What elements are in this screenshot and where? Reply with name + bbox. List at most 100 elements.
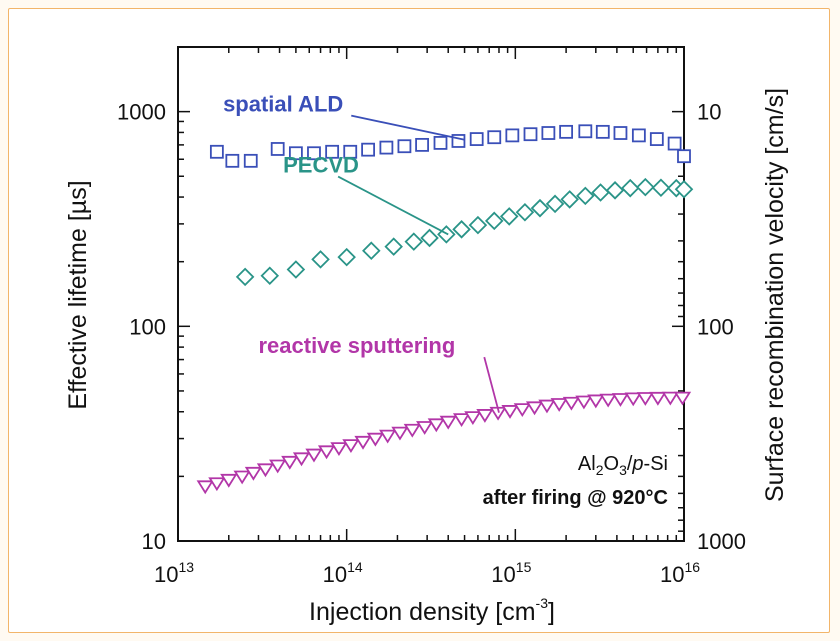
data-point bbox=[260, 266, 280, 286]
y-left-tick-label: 100 bbox=[129, 314, 166, 339]
data-point bbox=[525, 401, 544, 416]
data-point bbox=[673, 391, 692, 406]
data-point bbox=[420, 228, 439, 248]
data-point bbox=[354, 435, 372, 450]
data-point bbox=[243, 153, 258, 168]
data-point bbox=[433, 136, 448, 150]
data-point bbox=[452, 220, 471, 239]
data-point bbox=[620, 178, 640, 198]
data-point bbox=[576, 186, 595, 206]
data-point bbox=[661, 391, 679, 406]
x-tick-label: 1013 bbox=[154, 559, 194, 587]
data-point bbox=[379, 429, 397, 444]
data-point bbox=[342, 439, 360, 453]
data-point bbox=[256, 463, 275, 478]
data-point bbox=[677, 149, 691, 164]
data-point bbox=[305, 448, 323, 463]
data-point bbox=[613, 126, 628, 140]
y-right-tick-label: 100 bbox=[697, 314, 734, 339]
data-point bbox=[560, 190, 579, 209]
y-right-tick-label: 10 bbox=[697, 100, 721, 125]
data-point bbox=[269, 459, 287, 474]
data-point bbox=[286, 260, 306, 279]
data-point bbox=[667, 136, 682, 151]
data-point bbox=[384, 237, 403, 256]
data-point bbox=[225, 153, 240, 168]
data-point bbox=[578, 124, 593, 139]
series-pointer-line bbox=[337, 175, 449, 236]
data-point bbox=[379, 140, 394, 155]
data-point bbox=[591, 183, 610, 202]
x-axis-title: Injection density [cm-3] bbox=[309, 595, 555, 626]
data-point bbox=[513, 403, 531, 417]
series-label: spatial ALD bbox=[223, 92, 343, 117]
data-point bbox=[476, 409, 494, 423]
data-point bbox=[325, 144, 340, 159]
data-point bbox=[541, 126, 556, 140]
data-point bbox=[651, 178, 671, 198]
plot-area bbox=[177, 46, 685, 542]
data-point bbox=[562, 396, 581, 411]
y-left-tick-label: 10 bbox=[142, 529, 166, 554]
data-point bbox=[196, 480, 214, 495]
data-point bbox=[468, 215, 488, 235]
data-point bbox=[587, 394, 605, 409]
data-point bbox=[515, 202, 535, 222]
data-point bbox=[288, 146, 303, 161]
data-point bbox=[233, 470, 251, 485]
data-point bbox=[427, 418, 445, 433]
x-tick-label: 1014 bbox=[323, 559, 363, 587]
y-left-tick-label: 1000 bbox=[117, 100, 166, 125]
data-point bbox=[575, 395, 593, 410]
data-point bbox=[538, 399, 556, 414]
data-point bbox=[545, 194, 565, 214]
data-point bbox=[366, 432, 385, 447]
data-point bbox=[624, 392, 642, 407]
data-point bbox=[452, 413, 471, 428]
data-point bbox=[292, 452, 311, 467]
data-point bbox=[501, 405, 519, 419]
series-label: reactive sputtering bbox=[258, 333, 455, 358]
y-right-tick-label: 1000 bbox=[697, 529, 746, 554]
data-point bbox=[439, 415, 457, 430]
data-point bbox=[337, 247, 356, 267]
data-point bbox=[397, 139, 412, 154]
data-point bbox=[499, 207, 519, 226]
series-pecvd bbox=[235, 177, 694, 287]
x-tick-label: 1015 bbox=[491, 559, 531, 587]
data-point bbox=[559, 124, 574, 139]
data-point bbox=[605, 181, 625, 200]
data-point bbox=[649, 132, 664, 146]
data-point bbox=[595, 124, 610, 139]
data-point bbox=[530, 198, 550, 218]
data-point bbox=[649, 391, 667, 406]
series-reactive-sputtering bbox=[196, 391, 692, 495]
data-point bbox=[209, 144, 224, 159]
axis-ticks bbox=[177, 46, 684, 542]
data-point bbox=[391, 426, 409, 441]
figure-frame bbox=[8, 8, 830, 633]
y-right-axis-title: Surface recombination velocity [cm/s] bbox=[761, 88, 789, 502]
data-point bbox=[361, 142, 376, 157]
series-labels: spatial ALD PECVD reactive sputtering bbox=[223, 92, 500, 413]
data-point bbox=[416, 421, 434, 435]
data-point bbox=[469, 132, 484, 146]
series-label: PECVD bbox=[283, 153, 359, 178]
data-point bbox=[330, 442, 348, 457]
data-point bbox=[307, 146, 321, 161]
data-point bbox=[403, 423, 421, 438]
data-point bbox=[550, 398, 568, 412]
data-point bbox=[317, 445, 336, 460]
x-tick-label: 1016 bbox=[660, 559, 700, 587]
series-pointer-line bbox=[483, 356, 500, 413]
data-point bbox=[270, 142, 285, 156]
data-point bbox=[343, 144, 358, 159]
data-point bbox=[362, 241, 381, 260]
data-point bbox=[523, 127, 538, 142]
y-left-axis-title: Effective lifetime [µs] bbox=[64, 180, 92, 409]
data-point bbox=[484, 211, 504, 231]
data-point bbox=[487, 130, 502, 145]
data-point bbox=[636, 177, 655, 197]
data-point bbox=[220, 473, 238, 488]
